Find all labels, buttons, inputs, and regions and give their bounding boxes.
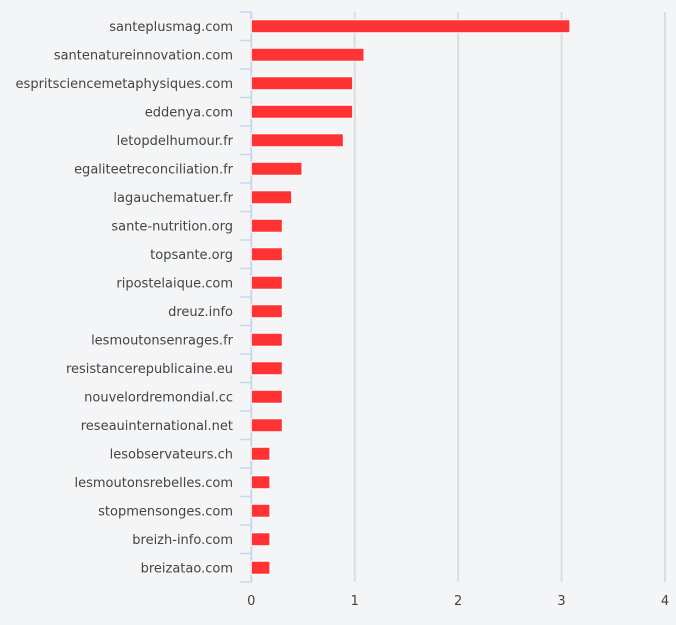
bar	[250, 560, 271, 575]
x-tick-label: 2	[454, 594, 462, 609]
bar	[250, 532, 271, 547]
bar	[250, 247, 283, 262]
x-tick-label: 3	[557, 594, 565, 609]
category-label: sante-nutrition.org	[111, 219, 233, 234]
category-label: dreuz.info	[168, 305, 233, 320]
bar	[250, 503, 271, 518]
bar	[250, 161, 303, 176]
bar	[250, 304, 283, 319]
bar	[250, 218, 283, 233]
bar	[250, 418, 283, 433]
bar	[250, 47, 365, 62]
x-tick-label: 1	[351, 594, 359, 609]
bar	[250, 104, 354, 119]
category-label: breizatao.com	[141, 561, 233, 576]
category-label: reseauinternational.net	[81, 419, 233, 434]
bar	[250, 19, 571, 34]
category-label: lesmoutonsrebelles.com	[74, 476, 233, 491]
bar	[250, 446, 271, 461]
category-label: lagauchematuer.fr	[113, 191, 233, 206]
category-label: lesobservateurs.ch	[110, 447, 233, 462]
category-label: egaliteetreconciliation.fr	[74, 162, 234, 177]
category-label: resistancerepublicaine.eu	[66, 362, 233, 377]
bar	[250, 275, 283, 290]
bar	[250, 76, 354, 91]
category-label: topsante.org	[150, 248, 233, 263]
category-label: letopdelhumour.fr	[117, 134, 234, 149]
category-label: ripostelaique.com	[116, 276, 233, 291]
category-label: breizh-info.com	[132, 533, 233, 548]
category-label: lesmoutonsenrages.fr	[91, 333, 234, 348]
category-label: espritsciencemetaphysiques.com	[16, 77, 233, 92]
category-label: eddenya.com	[145, 105, 233, 120]
bar	[250, 475, 271, 490]
category-label: stopmensonges.com	[98, 504, 233, 519]
category-label: nouvelordremondial.cc	[84, 390, 233, 405]
x-tick-label: 4	[661, 594, 669, 609]
bar	[250, 361, 283, 376]
bar	[250, 389, 283, 404]
x-tick-label: 0	[247, 594, 255, 609]
bar	[250, 332, 283, 347]
category-label: santeplusmag.com	[109, 20, 233, 35]
bar	[250, 190, 293, 205]
bar	[250, 133, 344, 148]
category-label: santenatureinnovation.com	[54, 48, 233, 63]
